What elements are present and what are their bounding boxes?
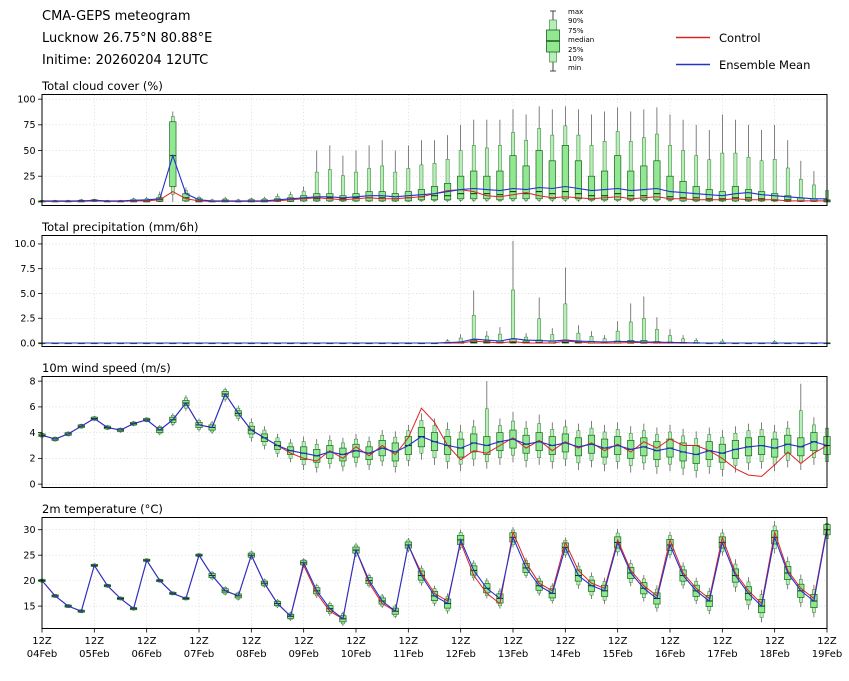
ensemble-mean-label: Ensemble Mean xyxy=(719,57,811,72)
svg-text:19Feb: 19Feb xyxy=(812,649,842,660)
cloud-cover-chart: 0 25 50 75 100 xyxy=(17,94,831,208)
legend-label-25: 25% xyxy=(568,45,584,54)
svg-text:7.5: 7.5 xyxy=(20,264,35,275)
svg-text:6: 6 xyxy=(29,402,35,413)
svg-text:16Feb: 16Feb xyxy=(655,649,685,660)
svg-text:07Feb: 07Feb xyxy=(184,649,214,660)
svg-text:25: 25 xyxy=(23,550,35,561)
precipitation-chart: 0.0 2.5 5.0 7.5 10.0 xyxy=(14,235,831,349)
svg-text:04Feb: 04Feb xyxy=(27,649,57,660)
svg-text:20: 20 xyxy=(23,576,35,587)
svg-text:10.0: 10.0 xyxy=(14,239,35,250)
svg-text:18Feb: 18Feb xyxy=(759,649,789,660)
svg-text:12Z: 12Z xyxy=(765,636,785,647)
svg-text:12Z: 12Z xyxy=(346,636,366,647)
svg-text:2: 2 xyxy=(29,454,35,465)
legend-label-75: 75% xyxy=(568,26,584,35)
svg-text:12Z: 12Z xyxy=(817,636,837,647)
svg-text:5.0: 5.0 xyxy=(20,289,35,300)
svg-text:4: 4 xyxy=(29,428,35,439)
svg-text:12Z: 12Z xyxy=(503,636,523,647)
svg-text:12Z: 12Z xyxy=(32,636,52,647)
svg-text:17Feb: 17Feb xyxy=(707,649,737,660)
header-location: Lucknow 26.75°N 80.88°E xyxy=(42,31,213,46)
svg-text:05Feb: 05Feb xyxy=(79,649,109,660)
legend-label-90: 90% xyxy=(568,17,584,26)
svg-text:0: 0 xyxy=(29,479,35,490)
svg-text:100: 100 xyxy=(17,94,35,105)
svg-text:06Feb: 06Feb xyxy=(131,649,161,660)
wind-speed-chart: 0 2 4 6 8 xyxy=(29,376,831,490)
boxplot-legend: max 90% 75% median 25% 10% min xyxy=(543,8,594,74)
legend-label-min: min xyxy=(568,64,582,73)
svg-text:13Feb: 13Feb xyxy=(498,649,528,660)
svg-text:75: 75 xyxy=(23,120,35,131)
boxplot-legend-labels: max 90% 75% median 25% 10% min xyxy=(568,8,594,74)
svg-text:50: 50 xyxy=(23,146,35,157)
svg-text:12Z: 12Z xyxy=(137,636,157,647)
svg-text:11Feb: 11Feb xyxy=(393,649,423,660)
header: CMA-GEPS meteogram Lucknow 26.75°N 80.88… xyxy=(42,6,212,72)
svg-text:12Z: 12Z xyxy=(189,636,209,647)
svg-text:0.0: 0.0 xyxy=(20,338,35,349)
panel-title-cloud-cover: Total cloud cover (%) xyxy=(42,79,163,93)
svg-text:15Feb: 15Feb xyxy=(602,649,632,660)
panel-title-precipitation: Total precipitation (mm/6h) xyxy=(42,220,199,234)
svg-text:12Z: 12Z xyxy=(556,636,576,647)
svg-text:12Z: 12Z xyxy=(608,636,628,647)
header-initime: Initime: 20260204 12UTC xyxy=(42,53,209,68)
svg-text:2.5: 2.5 xyxy=(20,314,35,325)
svg-text:12Z: 12Z xyxy=(451,636,471,647)
svg-text:12Z: 12Z xyxy=(660,636,680,647)
legend-label-10: 10% xyxy=(568,55,584,64)
svg-text:12Z: 12Z xyxy=(399,636,419,647)
control-line-swatch-icon xyxy=(676,36,710,39)
line-legend: Control Ensemble Mean xyxy=(676,24,810,78)
svg-text:12Z: 12Z xyxy=(713,636,733,647)
svg-text:09Feb: 09Feb xyxy=(288,649,318,660)
panel-title-temperature: 2m temperature (°C) xyxy=(42,502,163,516)
svg-text:12Feb: 12Feb xyxy=(445,649,475,660)
header-title: CMA-GEPS meteogram xyxy=(42,9,191,24)
control-label: Control xyxy=(719,30,761,45)
svg-text:08Feb: 08Feb xyxy=(236,649,266,660)
svg-text:14Feb: 14Feb xyxy=(550,649,580,660)
svg-text:12Z: 12Z xyxy=(85,636,105,647)
svg-text:12Z: 12Z xyxy=(242,636,262,647)
ensemble-legend-item: Ensemble Mean xyxy=(676,51,810,78)
ensemble-line-swatch-icon xyxy=(676,63,710,66)
legend-label-max: max xyxy=(568,8,584,16)
svg-text:0: 0 xyxy=(29,197,35,208)
temperature-chart: 15 20 25 30 12Z 04Feb 12Z 05Feb 12Z 06Feb 12Z 07Feb… xyxy=(23,517,842,660)
control-legend-item: Control xyxy=(676,24,810,51)
svg-text:15: 15 xyxy=(23,601,35,612)
boxplot-glyph-icon xyxy=(546,10,560,72)
svg-text:25: 25 xyxy=(23,172,35,183)
legend-label-median: median xyxy=(568,36,595,45)
svg-text:12Z: 12Z xyxy=(294,636,314,647)
svg-text:30: 30 xyxy=(23,525,35,536)
svg-text:10Feb: 10Feb xyxy=(341,649,371,660)
svg-text:8: 8 xyxy=(29,376,35,387)
panel-title-wind-speed: 10m wind speed (m/s) xyxy=(42,361,171,375)
